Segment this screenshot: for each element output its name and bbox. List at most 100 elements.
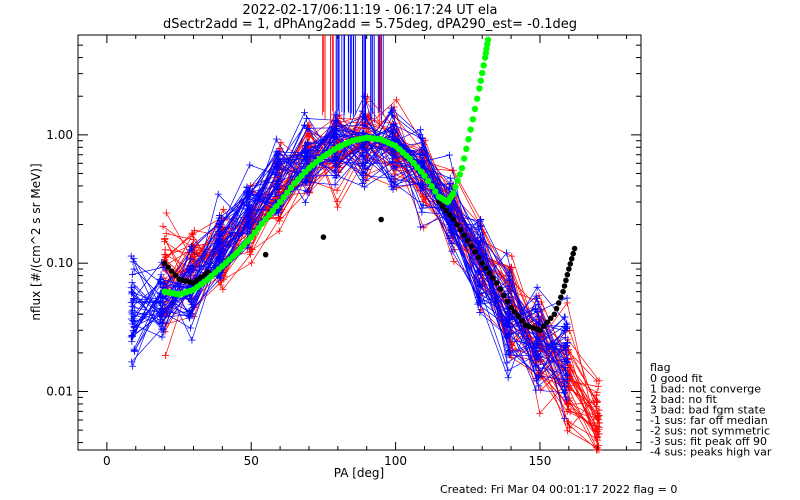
red-series-group <box>159 93 603 454</box>
blue-series-marker <box>186 311 194 319</box>
red-series-marker <box>220 272 228 280</box>
green-fit-point <box>471 105 479 113</box>
blue-series-line <box>134 138 567 362</box>
red-series-marker <box>276 214 284 222</box>
blue-series-marker <box>186 246 194 254</box>
black-fit-point <box>504 298 511 305</box>
blue-series-marker <box>506 323 514 331</box>
black-fit-point <box>568 255 575 262</box>
green-fit-point <box>406 155 414 163</box>
blue-series-marker <box>187 242 195 250</box>
red-series-marker <box>536 409 544 417</box>
green-fit-point <box>480 62 487 69</box>
blue-series-marker <box>128 302 136 310</box>
blue-series-marker <box>128 270 136 278</box>
blue-series-marker <box>128 278 136 286</box>
blue-series-marker <box>561 364 569 372</box>
blue-series-marker <box>128 290 136 298</box>
legend-item: 0 good fit <box>650 372 703 385</box>
blue-series-marker <box>187 255 195 263</box>
red-series-line <box>165 116 598 420</box>
blue-series-marker <box>390 175 398 183</box>
blue-series-marker <box>359 140 367 148</box>
fit-group <box>161 36 578 334</box>
blue-series-marker <box>130 348 138 356</box>
green-fit-point <box>450 190 457 197</box>
green-fit-point <box>456 171 464 178</box>
blue-series-marker <box>416 181 424 189</box>
blue-series-marker <box>533 337 541 345</box>
blue-series-marker <box>563 339 571 347</box>
blue-series-marker <box>331 168 339 176</box>
legend-item: -2 sus: not symmetric <box>650 425 770 438</box>
x-tick-label: 100 <box>384 454 407 468</box>
black-fit-point <box>537 327 543 334</box>
blue-series-marker <box>448 247 456 255</box>
plot-frame <box>77 34 642 451</box>
red-series-marker <box>508 264 516 272</box>
blue-series-marker <box>506 310 514 318</box>
green-fit-point <box>258 220 266 227</box>
blue-series-marker <box>534 356 542 364</box>
red-series-marker <box>188 229 196 237</box>
blue-series-line <box>130 115 568 380</box>
blue-series-marker <box>390 148 398 156</box>
green-fit-point <box>460 155 468 162</box>
black-fit-point <box>511 309 518 315</box>
blue-series-marker <box>389 154 397 162</box>
red-series-marker <box>162 209 170 217</box>
black-fit-point <box>475 254 482 261</box>
blue-series-marker <box>533 319 541 327</box>
red-series-line <box>165 136 597 449</box>
red-series-marker <box>246 250 254 258</box>
blue-series-marker <box>532 386 540 394</box>
red-series-marker <box>161 234 169 242</box>
x-tick-label: 150 <box>528 454 551 468</box>
blue-series-marker <box>301 178 309 186</box>
red-series-line <box>165 134 600 435</box>
blue-series-marker <box>332 155 340 163</box>
red-series-marker <box>161 251 169 259</box>
green-fit-point <box>262 216 269 223</box>
red-series-marker <box>217 277 225 285</box>
black-fit-point <box>378 216 384 223</box>
blue-series-marker <box>419 201 427 209</box>
black-fit-point <box>519 317 525 324</box>
green-fit-point <box>421 172 428 179</box>
blue-series-marker <box>127 284 135 292</box>
y-tick-label: 0.10 <box>46 256 73 270</box>
red-series-marker <box>219 206 227 214</box>
blue-series-marker <box>127 298 135 306</box>
blue-series-line <box>131 124 565 387</box>
red-series-marker <box>592 427 600 435</box>
blue-series-marker <box>360 92 368 100</box>
blue-series-marker <box>188 265 196 273</box>
blue-series-marker <box>532 295 540 303</box>
blue-series-marker <box>446 180 454 188</box>
blue-series-marker <box>476 277 484 285</box>
black-fit-point <box>446 212 453 218</box>
blue-series-marker <box>245 202 253 210</box>
blue-series-marker <box>129 362 137 370</box>
black-fit-point <box>551 311 558 318</box>
black-fit-point <box>483 265 489 271</box>
blue-series-marker <box>158 305 166 313</box>
green-fit-point <box>477 77 484 84</box>
red-series-marker <box>334 203 342 211</box>
red-series-marker <box>564 401 572 409</box>
blue-series-marker <box>535 373 543 381</box>
black-fit-point <box>439 203 446 210</box>
blue-series-marker <box>532 363 540 371</box>
black-fit-point <box>486 270 493 276</box>
red-series-marker <box>593 437 601 445</box>
blue-series-marker <box>187 324 195 332</box>
blue-series-marker <box>476 297 484 305</box>
green-fit-point <box>473 95 481 102</box>
green-fit-point <box>255 224 262 232</box>
black-fit-point <box>497 286 504 293</box>
blue-series-marker <box>214 190 222 198</box>
blue-series-marker <box>563 354 571 362</box>
red-series-marker <box>595 377 603 385</box>
red-series-line <box>164 142 600 416</box>
black-fit-point <box>461 232 467 239</box>
